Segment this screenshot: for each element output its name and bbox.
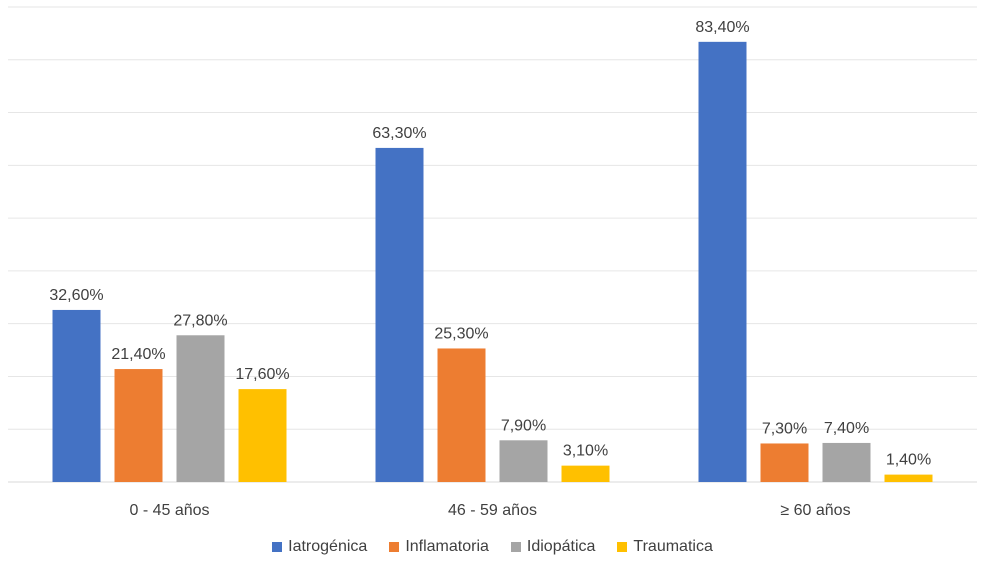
- legend-label: Traumatica: [633, 538, 713, 555]
- legend-item: Iatrogénica: [272, 538, 367, 556]
- category-label: ≥ 60 años: [780, 502, 850, 519]
- legend-swatch: [389, 542, 400, 552]
- data-label: 25,30%: [434, 325, 488, 342]
- data-label: 7,40%: [824, 420, 869, 437]
- bar: [698, 41, 747, 482]
- bar: [52, 309, 101, 482]
- data-label: 83,40%: [695, 19, 749, 36]
- legend-label: Inflamatoria: [405, 538, 489, 555]
- legend-label: Idiopática: [526, 538, 596, 555]
- data-label: 27,80%: [173, 312, 227, 329]
- data-label: 7,30%: [762, 420, 807, 437]
- legend-item: Inflamatoria: [389, 538, 489, 556]
- bar: [114, 369, 163, 482]
- data-labels: 32,60% 21,40% 27,80% 17,60% 63,30% 25,30% 7,90…: [49, 19, 931, 469]
- bar: [238, 389, 287, 482]
- bar: [561, 465, 610, 482]
- bars: [52, 41, 933, 482]
- bar: [437, 348, 486, 482]
- gridlines: [8, 6, 977, 483]
- category-labels: 0 - 45 años 46 - 59 años ≥ 60 años: [129, 502, 850, 519]
- data-label: 32,60%: [49, 287, 103, 304]
- data-label: 3,10%: [563, 443, 608, 460]
- bar: [499, 440, 548, 482]
- legend-label: Iatrogénica: [288, 538, 368, 555]
- bar: [176, 335, 225, 482]
- bar: [760, 443, 809, 482]
- data-label: 21,40%: [111, 346, 165, 363]
- legend: Iatrogénica Inflamatoria Idiopática Traumat…: [0, 538, 985, 556]
- bar: [884, 474, 933, 482]
- data-label: 63,30%: [372, 125, 426, 142]
- data-label: 1,40%: [886, 452, 931, 469]
- legend-item: Idiopática: [510, 538, 596, 556]
- category-label: 0 - 45 años: [129, 502, 209, 519]
- bar: [822, 442, 871, 482]
- legend-swatch: [617, 542, 628, 552]
- legend-swatch: [272, 542, 283, 552]
- data-label: 17,60%: [235, 366, 289, 383]
- bar-chart: 32,60% 21,40% 27,80% 17,60% 63,30% 25,30% 7,90…: [8, 6, 977, 519]
- legend-item: Traumatica: [617, 538, 713, 556]
- category-label: 46 - 59 años: [448, 502, 537, 519]
- legend-swatch: [510, 542, 521, 552]
- data-label: 7,90%: [501, 417, 546, 434]
- bar: [375, 147, 424, 482]
